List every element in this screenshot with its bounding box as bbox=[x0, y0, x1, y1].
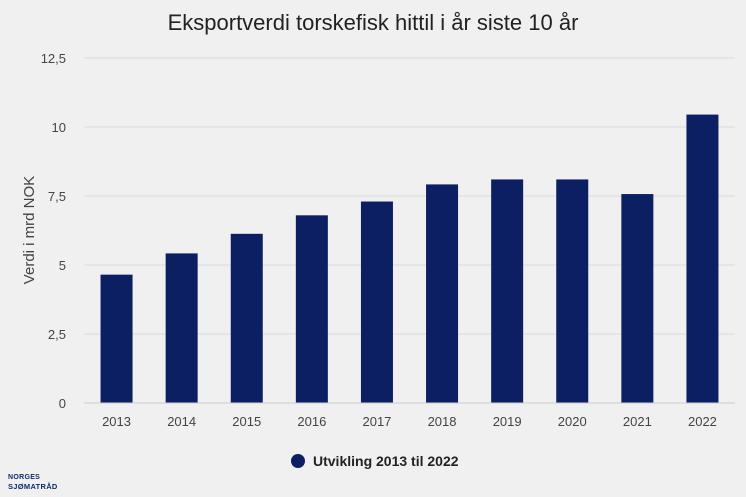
legend-marker bbox=[291, 454, 305, 468]
x-tick-label: 2014 bbox=[167, 414, 196, 429]
norges-sjomatrad-logo: NORGES SJØMATRÅD bbox=[8, 473, 58, 491]
bar-2017[interactable] bbox=[360, 201, 393, 403]
x-tick-label: 2017 bbox=[362, 414, 391, 429]
legend-label: Utvikling 2013 til 2022 bbox=[313, 453, 459, 469]
x-axis-ticks: 2013 2014 2015 2016 2017 2018 2019 2020 2021 2022 bbox=[102, 414, 717, 429]
y-tick-label: 2,5 bbox=[48, 327, 66, 342]
chart-title: Eksportverdi torskefisk hittil i år sist… bbox=[168, 10, 579, 35]
y-axis-ticks: 0 2,5 5 7,5 10 12,5 bbox=[41, 51, 66, 411]
bar-2019[interactable] bbox=[491, 179, 524, 403]
logo-line-1: NORGES bbox=[8, 474, 41, 481]
y-tick-label: 12,5 bbox=[41, 51, 66, 66]
bar-2015[interactable] bbox=[230, 233, 263, 403]
bar-2021[interactable] bbox=[621, 194, 654, 403]
x-tick-label: 2018 bbox=[428, 414, 457, 429]
x-tick-label: 2019 bbox=[493, 414, 522, 429]
y-axis-label: Verdi i mrd NOK bbox=[21, 176, 38, 284]
x-tick-label: 2022 bbox=[688, 414, 717, 429]
bar-2016[interactable] bbox=[295, 215, 328, 403]
x-tick-label: 2013 bbox=[102, 414, 131, 429]
x-tick-label: 2016 bbox=[297, 414, 326, 429]
legend[interactable]: Utvikling 2013 til 2022 bbox=[291, 453, 459, 469]
bar-2013[interactable] bbox=[100, 274, 133, 403]
y-tick-label: 5 bbox=[59, 258, 66, 273]
x-tick-label: 2015 bbox=[232, 414, 261, 429]
bar-2020[interactable] bbox=[556, 179, 589, 403]
bar-2022[interactable] bbox=[686, 114, 719, 403]
bar-2018[interactable] bbox=[426, 184, 459, 403]
x-tick-label: 2020 bbox=[558, 414, 587, 429]
x-tick-label: 2021 bbox=[623, 414, 652, 429]
bars bbox=[100, 114, 719, 403]
logo-line-2: SJØMATRÅD bbox=[8, 482, 58, 491]
y-tick-label: 7,5 bbox=[48, 189, 66, 204]
bar-2014[interactable] bbox=[165, 253, 198, 403]
y-tick-label: 10 bbox=[52, 120, 66, 135]
y-tick-label: 0 bbox=[59, 396, 66, 411]
